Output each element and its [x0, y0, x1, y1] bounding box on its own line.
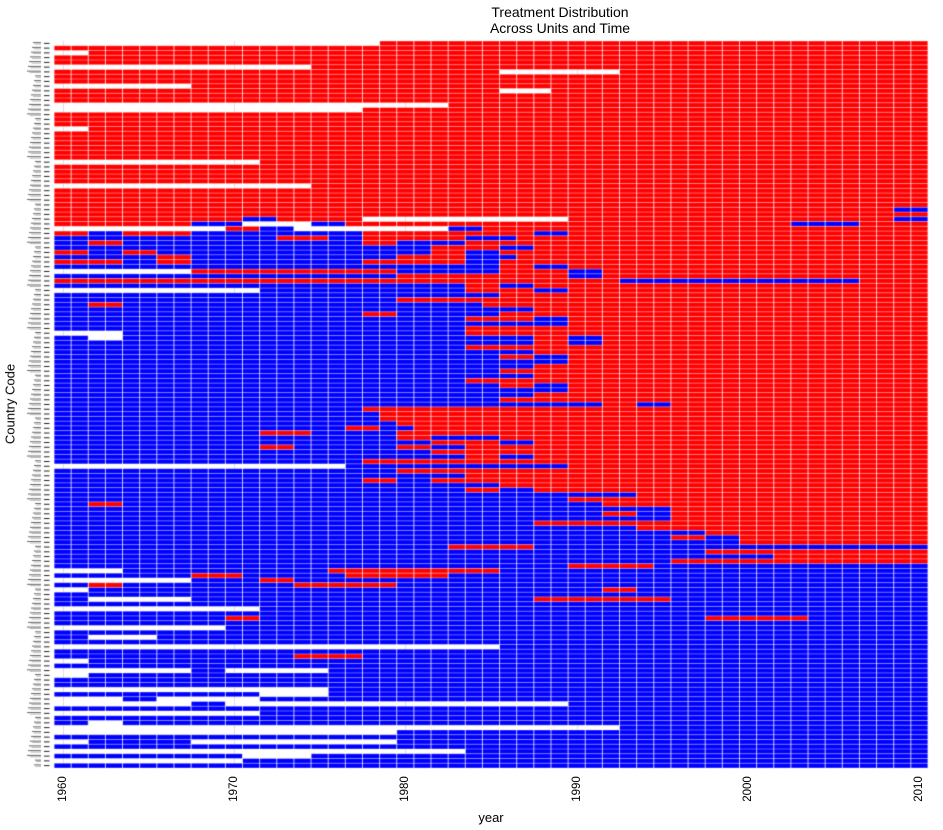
chart-title: Treatment Distribution Across Units and … — [177, 4, 943, 36]
chart-title-line1: Treatment Distribution — [491, 4, 629, 20]
y-axis-title: Country Code — [2, 363, 18, 445]
x-axis-title: year — [478, 810, 504, 825]
x-tick-label-1980: 1980 — [399, 776, 412, 802]
x-tick-label-1970: 1970 — [227, 776, 240, 802]
chart-title-line2: Across Units and Time — [489, 20, 631, 36]
x-tick-label-2000: 2000 — [742, 776, 755, 802]
x-tick-label-1960: 1960 — [56, 776, 69, 802]
x-tick-label-2010: 2010 — [913, 776, 926, 802]
x-tick-label-1990: 1990 — [570, 776, 583, 802]
